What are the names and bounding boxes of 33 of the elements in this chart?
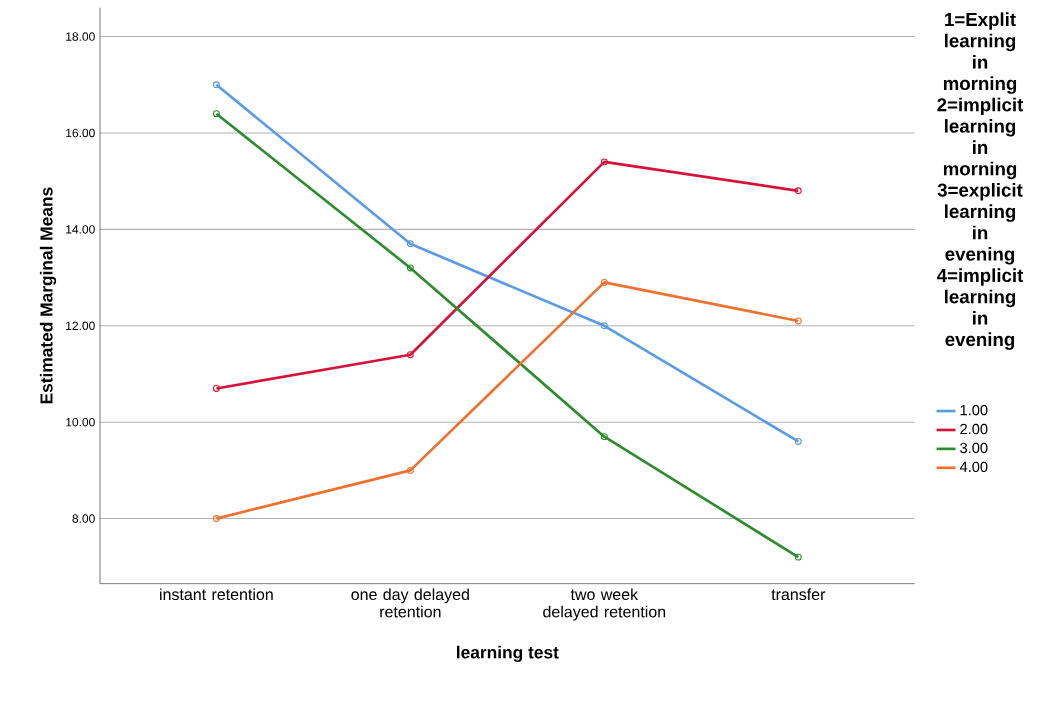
text: 1=Explit learning in morning 2=implicit learning in morning 3=explicit learning in evening 4=implicit learning in evening — [936, 12, 1024, 351]
y-tick-label: 8.00 — [72, 514, 95, 524]
x-tick-label: two week delayed retention — [543, 588, 666, 621]
legend-label: 4.00 — [959, 461, 988, 473]
y-axis-title: Estimated Marginal Means — [39, 187, 57, 404]
y-tick-label: 12.00 — [66, 321, 95, 331]
legend-label: 3.00 — [960, 442, 988, 454]
y-tick-label: 16.00 — [66, 128, 95, 138]
point — [406, 264, 414, 272]
point — [794, 553, 802, 561]
point — [406, 240, 414, 248]
y-tick-label: 14.00 — [66, 225, 95, 234]
point — [406, 351, 414, 359]
legend-label: 2.00 — [960, 424, 988, 435]
point — [600, 433, 608, 441]
point — [600, 279, 608, 287]
y-tick-label: 18.00 — [66, 32, 95, 42]
point — [212, 81, 220, 89]
point — [600, 158, 608, 166]
x-tick-label: instant retention — [160, 588, 273, 601]
point — [406, 467, 414, 475]
point — [212, 110, 220, 118]
point — [212, 385, 220, 393]
legend-label: 1.00 — [960, 405, 988, 416]
point — [794, 187, 802, 195]
point — [600, 322, 608, 330]
x-tick-label: transfer — [771, 588, 826, 601]
y-tick-label: 10.00 — [66, 418, 95, 427]
x-tick-label: one day delayed retention — [351, 588, 469, 618]
point — [794, 438, 802, 446]
point — [212, 515, 220, 523]
x-axis-title: learning test — [457, 645, 559, 663]
point — [794, 317, 802, 325]
